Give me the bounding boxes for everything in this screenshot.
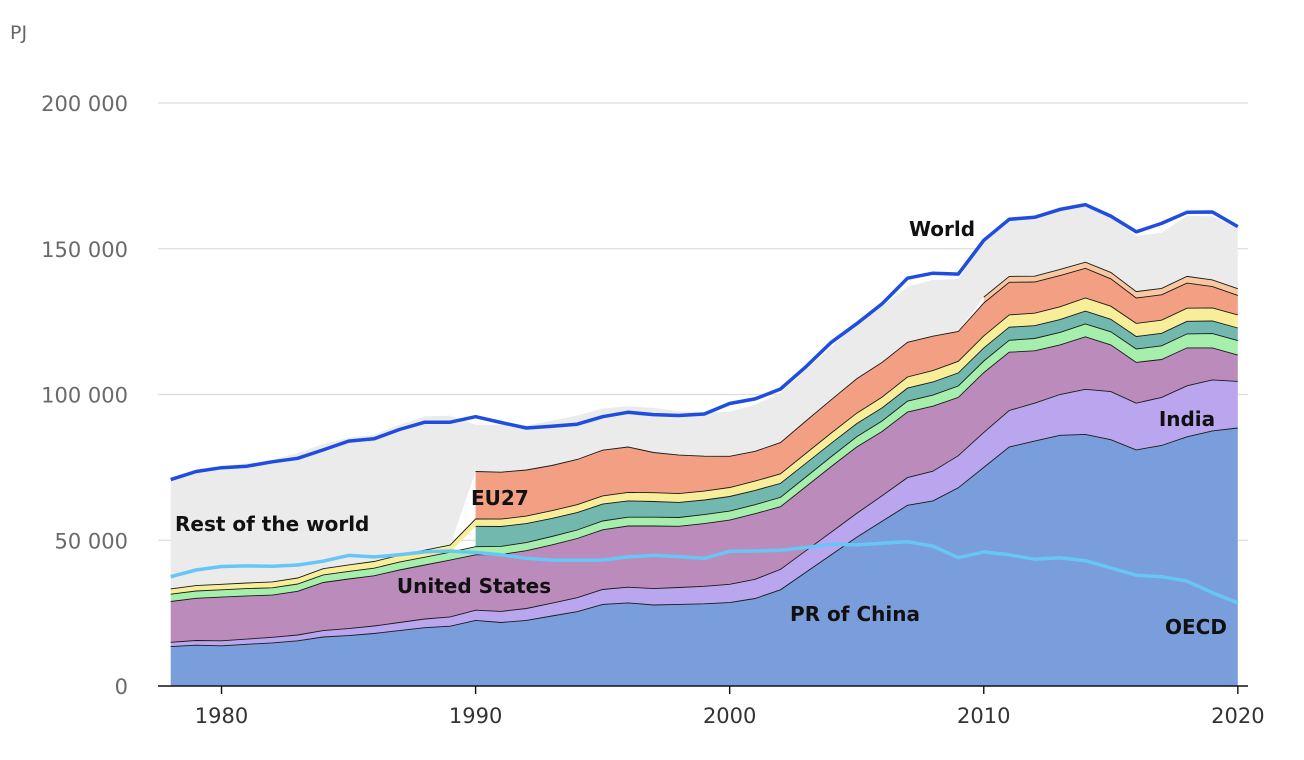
y-tick-label: 50 000: [55, 529, 128, 553]
stacked-areas: [170, 202, 1238, 686]
area-yellow: [170, 298, 1238, 595]
stack-boundary: [983, 261, 1238, 298]
y-tick-label: 200 000: [41, 92, 128, 116]
stack-boundary: [170, 323, 1238, 595]
label-rest-of-the-world: Rest of the world: [175, 512, 369, 536]
stack-boundary-lines: [170, 261, 1238, 648]
stack-boundary: [170, 297, 1238, 590]
label-united-states: United States: [397, 574, 551, 598]
area-rest-of-the-world: [170, 202, 1238, 589]
stack-boundary: [170, 336, 1238, 602]
label-india: India: [1159, 407, 1215, 431]
area-light-orange: [983, 262, 1238, 303]
x-tick-label: 2020: [1211, 704, 1264, 728]
line-oecd: [170, 539, 1239, 605]
series-labels: World Rest of the world EU27 United States P…: [175, 217, 1227, 639]
area-united-states: [170, 336, 1238, 643]
label-eu27: EU27: [471, 486, 529, 510]
x-tick-label: 1990: [449, 704, 502, 728]
y-tick-label: 100 000: [41, 384, 128, 408]
label-oecd: OECD: [1165, 615, 1227, 639]
area-eu27: [475, 268, 1238, 520]
line-world: [170, 202, 1239, 482]
x-tick-label: 1980: [195, 704, 248, 728]
area-pr-of-china: [170, 428, 1238, 686]
label-pr-of-china: PR of China: [790, 602, 920, 626]
area-green: [170, 324, 1238, 602]
stack-boundary: [475, 310, 1238, 527]
area-india: [170, 379, 1238, 647]
x-tick-label: 2010: [957, 704, 1010, 728]
label-world: World: [909, 217, 975, 241]
area-teal: [475, 311, 1238, 547]
x-tick-label: 2000: [703, 704, 756, 728]
stack-boundary: [475, 267, 1238, 473]
total-lines: [170, 202, 1239, 605]
y-axis-unit-label: PJ: [10, 22, 28, 44]
y-tick-label: 0: [115, 675, 128, 699]
axes: 0 50 000 100 000 150 000 200 000 1980 1990 2000…: [41, 92, 1264, 728]
stack-boundary: [170, 427, 1238, 648]
stack-boundary: [170, 379, 1238, 643]
y-tick-label: 150 000: [41, 238, 128, 262]
